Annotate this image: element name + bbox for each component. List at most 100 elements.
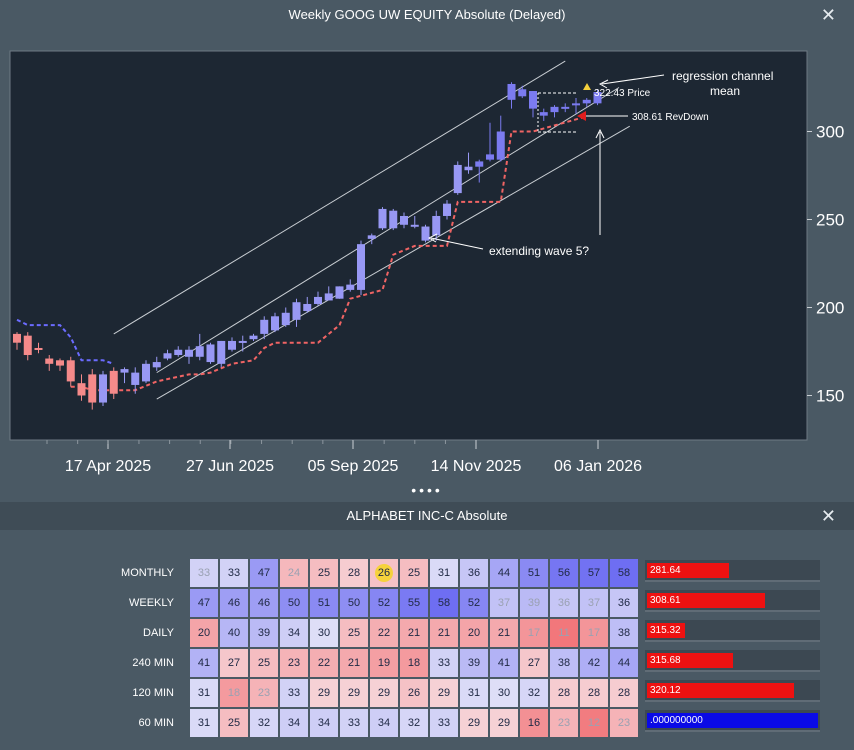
heatmap-cell[interactable]: 36: [460, 559, 488, 587]
heatmap-cell[interactable]: 37: [490, 589, 518, 617]
heatmap-cell[interactable]: 30: [490, 679, 518, 707]
heatmap-cell[interactable]: 25: [310, 559, 338, 587]
candle-body: [357, 244, 365, 290]
heatmap-cell[interactable]: 29: [460, 709, 488, 737]
heatmap-cell[interactable]: 33: [220, 559, 248, 587]
heatmap-cell[interactable]: 41: [190, 649, 218, 677]
candle-body: [142, 363, 150, 382]
heatmap-cell[interactable]: 36: [610, 589, 638, 617]
heatmap-cell[interactable]: 29: [310, 679, 338, 707]
heatmap-cell[interactable]: 21: [490, 619, 518, 647]
heatmap-cell[interactable]: 29: [340, 679, 368, 707]
heatmap-cell[interactable]: 28: [610, 679, 638, 707]
heatmap-cell[interactable]: 33: [430, 709, 458, 737]
heatmap-cell[interactable]: 29: [430, 679, 458, 707]
heatmap-cell[interactable]: 32: [520, 679, 548, 707]
heatmap-cell[interactable]: 39: [250, 619, 278, 647]
heatmap-cell[interactable]: 33: [430, 649, 458, 677]
heatmap-cell[interactable]: 55: [400, 589, 428, 617]
heatmap-cell[interactable]: 50: [280, 589, 308, 617]
heatmap-cell[interactable]: 23: [250, 679, 278, 707]
heatmap-cell[interactable]: 27: [220, 649, 248, 677]
x-tick-label: 27 Jun 2025: [186, 458, 274, 475]
heatmap-cell[interactable]: 29: [370, 679, 398, 707]
heatmap-cell[interactable]: 47: [190, 589, 218, 617]
heatmap-cell[interactable]: 24: [280, 559, 308, 587]
heatmap-cell[interactable]: 51: [520, 559, 548, 587]
heatmap-cell[interactable]: 21: [340, 649, 368, 677]
heatmap-cell[interactable]: 58: [610, 559, 638, 587]
heatmap-close-icon[interactable]: ✕: [820, 506, 836, 526]
heatmap-cell[interactable]: 19: [370, 649, 398, 677]
heatmap-cell[interactable]: 31: [460, 679, 488, 707]
candle-body: [56, 360, 64, 366]
heatmap-cell[interactable]: 25: [400, 559, 428, 587]
heatmap-cell[interactable]: 34: [370, 709, 398, 737]
heatmap-cell[interactable]: 21: [430, 619, 458, 647]
heatmap-cell[interactable]: 22: [370, 619, 398, 647]
heatmap-cell[interactable]: 44: [610, 649, 638, 677]
heatmap-cell[interactable]: 25: [340, 619, 368, 647]
heatmap-cell[interactable]: 46: [250, 589, 278, 617]
heatmap-cell[interactable]: 16: [520, 709, 548, 737]
heatmap-cell[interactable]: 39: [520, 589, 548, 617]
heatmap-cell[interactable]: 40: [220, 619, 248, 647]
heatmap-cell[interactable]: 50: [340, 589, 368, 617]
heatmap-cell[interactable]: 33: [280, 679, 308, 707]
heatmap-cell[interactable]: 31: [430, 559, 458, 587]
heatmap-cell[interactable]: 36: [550, 589, 578, 617]
heatmap-cell[interactable]: 31: [190, 679, 218, 707]
heatmap-cell[interactable]: 30: [310, 619, 338, 647]
heatmap-cell[interactable]: 28: [340, 559, 368, 587]
heatmap-cell[interactable]: 31: [190, 709, 218, 737]
heatmap-cell[interactable]: 52: [460, 589, 488, 617]
heatmap-cell[interactable]: 25: [250, 649, 278, 677]
heatmap-cell[interactable]: 33: [340, 709, 368, 737]
heatmap-cell[interactable]: 29: [490, 709, 518, 737]
heatmap-cell[interactable]: 17: [520, 619, 548, 647]
panel-splitter[interactable]: ••••: [0, 478, 854, 502]
heatmap-cell[interactable]: 25: [220, 709, 248, 737]
heatmap-cell[interactable]: 58: [430, 589, 458, 617]
heatmap-cell[interactable]: 22: [310, 649, 338, 677]
heatmap-cell[interactable]: 28: [550, 679, 578, 707]
heatmap-cell[interactable]: 23: [280, 649, 308, 677]
heatmap-cell[interactable]: 56: [550, 559, 578, 587]
heatmap-cell[interactable]: 57: [580, 559, 608, 587]
heatmap-cell[interactable]: 32: [250, 709, 278, 737]
heatmap-cell[interactable]: 18: [220, 679, 248, 707]
chart-close-icon[interactable]: ✕: [820, 5, 836, 25]
splitter-grip-icon[interactable]: ••••: [411, 482, 443, 498]
heatmap-cell[interactable]: 41: [490, 649, 518, 677]
heatmap-cell[interactable]: 33: [190, 559, 218, 587]
heatmap-cell[interactable]: 20: [460, 619, 488, 647]
heatmap-cell[interactable]: 42: [580, 649, 608, 677]
heatmap-cell[interactable]: 23: [550, 709, 578, 737]
heatmap-cell[interactable]: 47: [250, 559, 278, 587]
heatmap-cell[interactable]: 38: [610, 619, 638, 647]
heatmap-cell[interactable]: 34: [310, 709, 338, 737]
heatmap-cell[interactable]: 26: [400, 679, 428, 707]
heatmap-cell[interactable]: 52: [370, 589, 398, 617]
heatmap-cell[interactable]: 46: [220, 589, 248, 617]
heatmap-cell[interactable]: 37: [580, 589, 608, 617]
heatmap-cell[interactable]: 44: [490, 559, 518, 587]
heatmap-cell[interactable]: 38: [550, 649, 578, 677]
heatmap-cell[interactable]: 21: [400, 619, 428, 647]
heatmap-cell[interactable]: 32: [400, 709, 428, 737]
heatmap-cell[interactable]: 12: [580, 709, 608, 737]
heatmap-cell[interactable]: 39: [460, 649, 488, 677]
heatmap-cell[interactable]: 34: [280, 709, 308, 737]
heatmap-cell[interactable]: 27: [520, 649, 548, 677]
heatmap-cell[interactable]: 18: [400, 649, 428, 677]
heatmap-cell[interactable]: 23: [610, 709, 638, 737]
heatmap-cell[interactable]: 17: [580, 619, 608, 647]
candlestick-chart[interactable]: 150 200 250 300 17 Apr 2025 27 Jun 2025 05 Se…: [0, 30, 854, 478]
heatmap-cell[interactable]: 51: [310, 589, 338, 617]
heatmap-cell[interactable]: 34: [280, 619, 308, 647]
heatmap-cell[interactable]: 26: [370, 559, 398, 587]
heatmap-cell[interactable]: 28: [580, 679, 608, 707]
heatmap-cell[interactable]: 20: [190, 619, 218, 647]
heatmap-cell[interactable]: 11: [550, 619, 578, 647]
annotation-regression-line2: mean: [710, 84, 740, 98]
